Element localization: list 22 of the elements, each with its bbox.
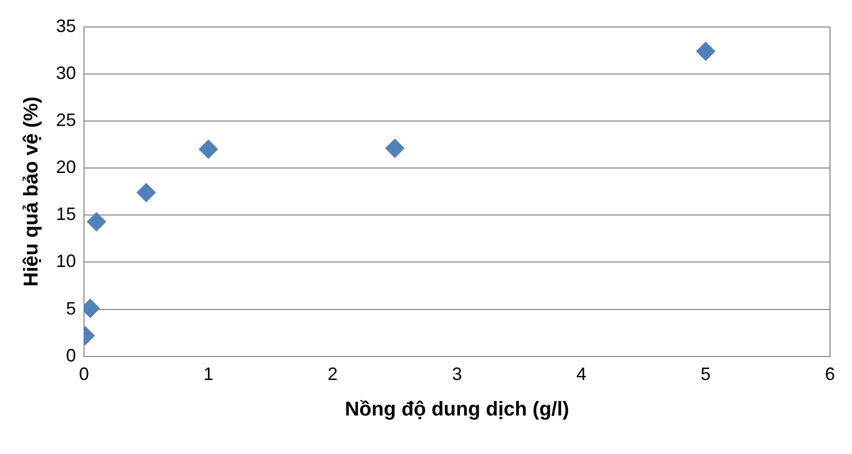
y-axis-title: Hiệu quả bảo vệ (%) (20, 96, 43, 287)
y-tick-label: 20 (56, 157, 76, 178)
x-tick-label: 1 (203, 364, 214, 384)
x-tick-label: 5 (700, 364, 711, 384)
x-tick-label: 3 (452, 364, 462, 384)
point (385, 138, 404, 158)
x-axis-title: Nồng độ dung dịch (g/l) (344, 398, 570, 421)
y-tick-label: 10 (56, 251, 76, 272)
point (696, 42, 716, 61)
y-tick-label: 25 (56, 110, 76, 130)
x-tick-label: 4 (576, 364, 586, 384)
y-tick-label: 15 (56, 204, 76, 224)
y-tick-label: 5 (66, 298, 76, 318)
x-tick-label: 2 (328, 364, 338, 384)
y-tick-label: 30 (56, 62, 76, 83)
y-tick-label: 0 (66, 345, 76, 366)
point (86, 212, 106, 232)
point (198, 140, 218, 159)
x-tick-label: 6 (824, 364, 836, 384)
y-tick-label: 35 (56, 16, 76, 36)
point (136, 183, 156, 202)
x-tick-label: 0 (79, 364, 90, 384)
